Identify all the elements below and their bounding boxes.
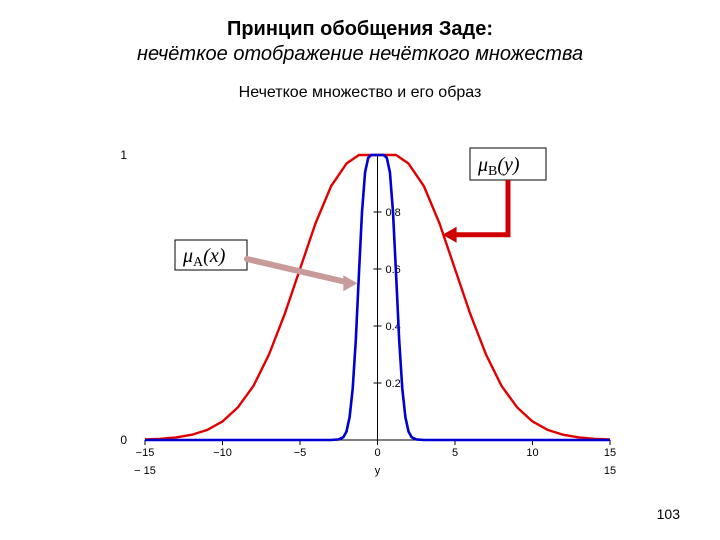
chart-svg: −15−10−50510150.20.40.60.801− 15y15μA(x)… [90,140,630,500]
page-subtitle: нечёткое отображение нечёткого множества [0,41,720,66]
svg-text:15: 15 [604,465,616,477]
svg-text:0.6: 0.6 [386,264,401,276]
arrow-mu-a [247,259,351,283]
svg-text:y: y [375,465,381,477]
svg-text:5: 5 [452,447,458,459]
page-title: Принцип обобщения Заде: [0,0,720,41]
svg-text:1: 1 [120,148,127,162]
page-number: 103 [657,506,680,522]
svg-text:−10: −10 [213,447,232,459]
svg-text:15: 15 [604,447,616,459]
svg-text:−5: −5 [294,447,307,459]
chart-area: −15−10−50510150.20.40.60.801− 15y15μA(x)… [90,140,630,500]
svg-text:− 15: − 15 [134,465,156,477]
arrowhead-mu-a [343,275,357,291]
svg-text:0.2: 0.2 [386,378,401,390]
annotation-mu-a-text: μA(x) [182,245,226,270]
svg-text:10: 10 [526,447,538,459]
arrow-mu-b [453,180,508,235]
svg-text:−15: −15 [136,447,155,459]
slide: Принцип обобщения Заде: нечёткое отображ… [0,0,720,540]
svg-text:0: 0 [120,433,127,447]
chart-caption: Нечеткое множество и его образ [0,66,720,102]
svg-text:0: 0 [374,447,380,459]
annotation-mu-b-text: μB(y) [477,154,520,179]
